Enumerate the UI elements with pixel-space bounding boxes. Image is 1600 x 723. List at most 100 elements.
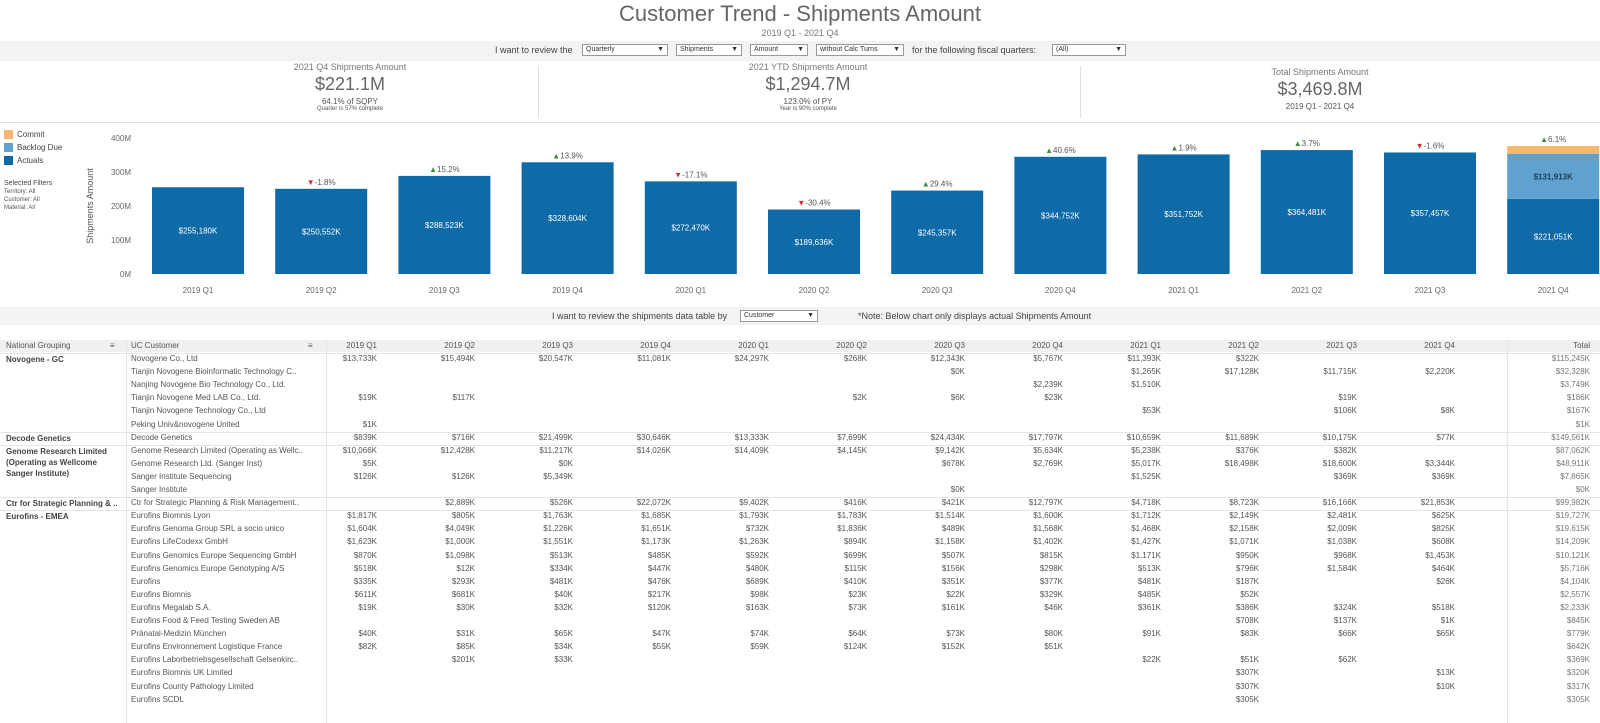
- table-cell: $1,468K: [1131, 524, 1161, 534]
- bar-actuals: [152, 187, 244, 274]
- group-label: Decode Genetics: [6, 433, 71, 443]
- legend-backlog[interactable]: Backlog Due: [4, 141, 62, 154]
- table-cell: $0K: [950, 367, 965, 377]
- group-divider: [0, 510, 1600, 512]
- column-header[interactable]: UC Customer: [131, 341, 180, 350]
- table-cell: $611K: [354, 589, 377, 599]
- total-cell: $32,328K: [1555, 367, 1590, 377]
- column-header[interactable]: National Grouping: [6, 341, 71, 350]
- chart-legend: Commit Backlog Due Actuals: [4, 128, 62, 167]
- table-cell: $716K: [451, 432, 475, 442]
- column-header[interactable]: 2021 Q4: [1424, 341, 1455, 350]
- table-cell: $21,499K: [538, 432, 573, 442]
- table-cell: $52K: [1240, 589, 1259, 599]
- calc-dropdown[interactable]: without Calc Turns ▼: [816, 44, 904, 56]
- customer-label: Eurofins: [131, 576, 161, 586]
- group-divider: [0, 444, 1600, 446]
- table-cell: $62K: [1338, 655, 1357, 665]
- column-header[interactable]: 2020 Q2: [836, 341, 867, 350]
- table-cell: $1,685K: [641, 511, 671, 521]
- table-cell: $1,836K: [837, 524, 867, 534]
- table-cell: $91K: [1142, 629, 1161, 639]
- table-cell: $2,009K: [1327, 524, 1357, 534]
- table-cell: $12,797K: [1028, 498, 1063, 508]
- growth-label: ▲6.1%: [1540, 135, 1566, 144]
- table-cell: $4,049K: [445, 524, 475, 534]
- table-cell: $12,343K: [930, 354, 965, 363]
- table-cell: $117K: [452, 393, 475, 403]
- table-cell: $1,000K: [445, 537, 475, 547]
- table-cell: $47K: [652, 629, 671, 639]
- column-header[interactable]: 2020 Q3: [934, 341, 965, 350]
- total-cell: $115,245K: [1551, 354, 1590, 363]
- fiscal-quarters-dropdown[interactable]: (All) ▼: [1052, 44, 1126, 56]
- sort-icon[interactable]: ≡: [308, 341, 313, 350]
- bar-actuals: [1137, 154, 1230, 274]
- table-cell: $480K: [745, 563, 769, 573]
- table-cell: $13,333K: [734, 432, 769, 442]
- table-cell: $156K: [941, 563, 965, 573]
- table-note: *Note: Below chart only displays actual …: [858, 311, 1092, 321]
- bar-value-label: $189,636K: [795, 238, 834, 247]
- total-cell: $317K: [1566, 681, 1590, 691]
- chevron-down-icon: ▼: [731, 46, 738, 53]
- table-by-dropdown[interactable]: Customer ▼: [740, 310, 818, 322]
- table-cell: $485K: [647, 550, 671, 560]
- table-cell: $26K: [1436, 576, 1455, 586]
- table-cell: $2,220K: [1425, 367, 1455, 377]
- table-cell: $513K: [1137, 563, 1161, 573]
- table-cell: $83K: [1240, 629, 1259, 639]
- column-header[interactable]: 2021 Q1: [1130, 341, 1161, 350]
- table-cell: $1,568K: [1033, 524, 1063, 534]
- table-cell: $15,494K: [440, 354, 475, 363]
- total-cell: $3,749K: [1560, 380, 1590, 390]
- period-dropdown[interactable]: Quarterly ▼: [582, 44, 668, 56]
- column-header[interactable]: 2019 Q2: [444, 341, 475, 350]
- x-tick-label: 2021 Q4: [1538, 286, 1569, 295]
- table-cell: $126K: [353, 471, 377, 481]
- metric-dropdown[interactable]: Shipments ▼: [676, 44, 742, 56]
- selected-filters: Selected Filters Territory: All Customer…: [4, 180, 53, 211]
- table-cell: $1,651K: [641, 524, 671, 534]
- total-cell: $19,727K: [1555, 511, 1590, 521]
- table-cell: $322K: [1235, 354, 1259, 363]
- table-cell: $8,723K: [1229, 498, 1259, 508]
- table-cell: $5,238K: [1131, 445, 1161, 455]
- column-header[interactable]: Total: [1573, 341, 1590, 350]
- kpi-ytd: 2021 YTD Shipments Amount $1,294.7M 123.…: [748, 62, 868, 112]
- measure-dropdown[interactable]: Amount ▼: [750, 44, 808, 56]
- table-cell: $73K: [946, 629, 965, 639]
- bar-actuals: [644, 181, 737, 274]
- column-header[interactable]: 2021 Q2: [1228, 341, 1259, 350]
- bar-value-label: $357,457K: [1411, 209, 1450, 218]
- shipments-bar-chart: Shipments Amount 0M 100M 200M 300M 400M $255,1…: [85, 134, 1600, 295]
- table-cell: $5,349K: [543, 471, 573, 481]
- growth-label: ▲40.6%: [1045, 146, 1076, 155]
- table-cell: $334K: [549, 563, 573, 573]
- group-divider: [0, 353, 1600, 354]
- column-header[interactable]: 2019 Q4: [640, 341, 671, 350]
- table-cell: $518K: [1431, 602, 1455, 612]
- bar-value-label: $255,180K: [179, 227, 218, 236]
- table-cell: $21,853K: [1420, 498, 1455, 508]
- table-cell: $608K: [1431, 537, 1455, 547]
- column-header[interactable]: 2019 Q1: [346, 341, 377, 350]
- table-cell: $3,344K: [1425, 458, 1455, 468]
- table-cell: $40K: [554, 589, 573, 599]
- column-header[interactable]: 2020 Q1: [738, 341, 769, 350]
- table-cell: $77K: [1436, 432, 1455, 442]
- sort-icon[interactable]: ≡: [110, 341, 115, 350]
- column-header[interactable]: 2021 Q3: [1326, 341, 1357, 350]
- growth-label: ▲3.7%: [1294, 139, 1320, 148]
- chevron-down-icon: ▼: [893, 46, 900, 53]
- customer-label: Eurofins County Pathology Limited: [131, 681, 254, 691]
- legend-actuals[interactable]: Actuals: [4, 154, 62, 167]
- table-cell: $34K: [554, 642, 573, 652]
- customer-label: Eurofins Environnement Logistique France: [131, 642, 283, 652]
- table-cell: $163K: [745, 602, 769, 612]
- legend-commit[interactable]: Commit: [4, 128, 62, 141]
- column-header[interactable]: 2020 Q4: [1032, 341, 1063, 350]
- table-cell: $1,525K: [1131, 471, 1161, 481]
- column-header[interactable]: 2019 Q3: [542, 341, 573, 350]
- table-cell: $815K: [1039, 550, 1063, 560]
